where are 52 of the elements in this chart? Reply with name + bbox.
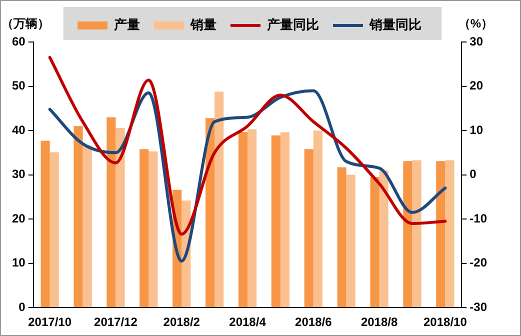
line-series <box>48 56 447 236</box>
y2-tick-label: -10 <box>470 211 488 226</box>
x-tick-label: 2018/6 <box>295 315 332 330</box>
bar <box>412 160 422 308</box>
x-tick-label: 2017/12 <box>94 315 138 330</box>
bar <box>74 126 83 308</box>
y2-tick-label: 20 <box>470 78 484 93</box>
bar <box>248 129 257 308</box>
x-tick-label: 2018/8 <box>360 315 398 330</box>
bar <box>214 92 224 308</box>
y-tick-label: 10 <box>12 256 26 270</box>
bar <box>403 161 412 308</box>
bar <box>445 160 454 308</box>
legend-label: 销量 <box>190 17 216 32</box>
y2-axis-title: （%） <box>458 16 493 30</box>
y-tick-label: 60 <box>12 34 26 48</box>
x-tick-label: 2017/10 <box>28 315 72 330</box>
y2-tick-label: 10 <box>470 122 484 137</box>
y-tick-label: 30 <box>12 167 26 182</box>
bar <box>346 174 356 308</box>
y-tick-label: 50 <box>12 78 26 93</box>
bar <box>379 170 388 308</box>
y-tick-label: 0 <box>18 300 26 314</box>
bar <box>106 117 116 308</box>
bar <box>313 130 322 308</box>
y2-tick-label: -20 <box>470 256 488 270</box>
bar <box>40 140 50 308</box>
bar <box>238 132 248 308</box>
y2-tick-label: 30 <box>470 34 484 48</box>
x-tick-label: 2018/4 <box>229 315 266 330</box>
bar <box>370 177 380 308</box>
bar <box>148 151 158 308</box>
x-tick-label: 2018/2 <box>163 315 200 330</box>
y-tick-label: 20 <box>12 211 26 226</box>
bar <box>116 128 125 308</box>
legend-label: 产量 <box>113 17 140 32</box>
y2-tick-label: 0 <box>470 167 477 182</box>
bar <box>304 149 314 308</box>
bar <box>271 135 280 308</box>
legend-label: 销量同比 <box>368 17 422 32</box>
y-axis-title: （万辆） <box>1 16 50 30</box>
bar <box>82 145 92 308</box>
bar <box>205 118 215 308</box>
y-tick-label: 40 <box>12 122 26 137</box>
bar <box>337 167 346 308</box>
bar <box>50 152 59 308</box>
y2-tick-label: -30 <box>470 300 488 314</box>
x-tick-label: 2018/10 <box>423 315 468 330</box>
legend-label: 产量同比 <box>266 17 319 32</box>
bar <box>280 132 290 308</box>
bar <box>140 149 149 308</box>
bar <box>436 161 446 308</box>
